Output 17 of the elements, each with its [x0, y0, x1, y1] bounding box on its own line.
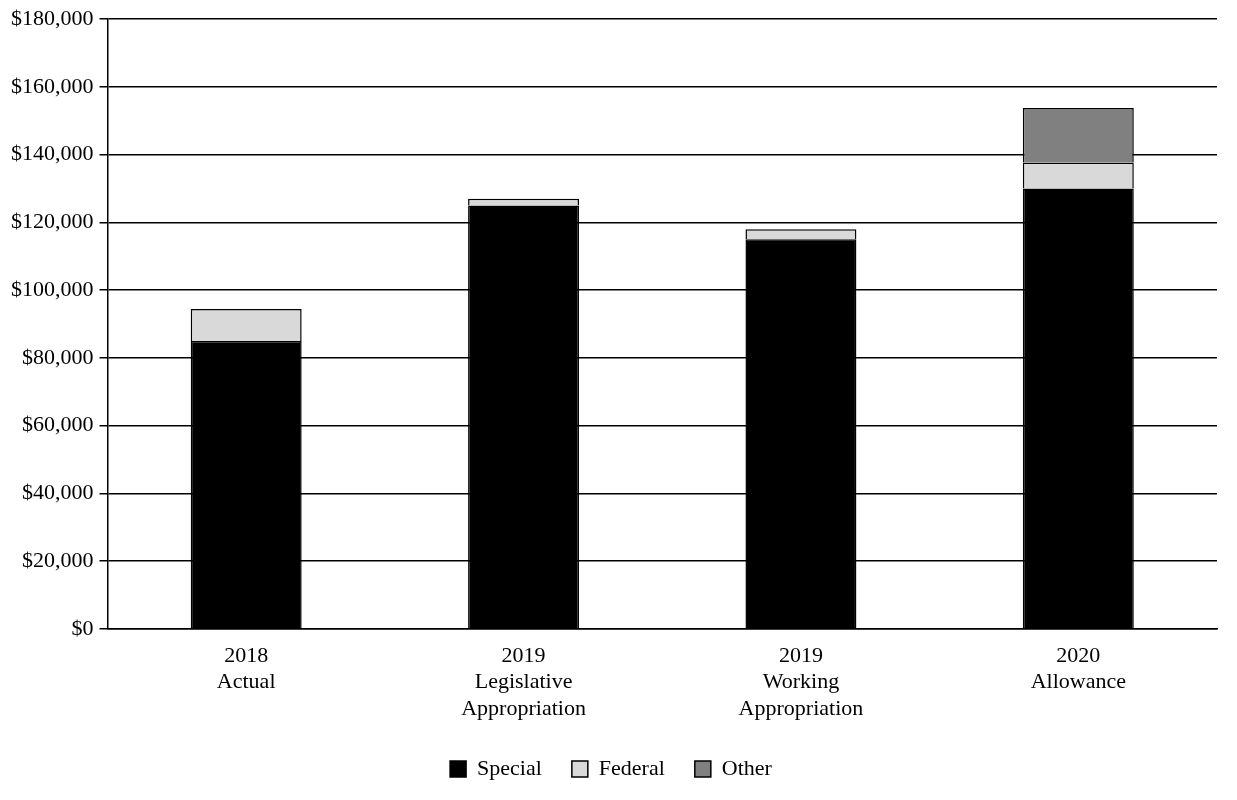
- x-tick-label: 2020 Allowance: [1030, 641, 1126, 694]
- legend-label: Federal: [598, 754, 665, 780]
- y-tick-label: $180,000: [11, 4, 94, 30]
- y-tick-label: $120,000: [11, 208, 94, 234]
- y-tick-label: $60,000: [22, 411, 94, 437]
- legend-label: Other: [721, 754, 773, 780]
- y-tick-label: $80,000: [22, 343, 94, 369]
- y-tick-label: $20,000: [22, 546, 94, 572]
- x-tick-label: 2018 Actual: [216, 641, 276, 694]
- x-tick-label: 2019 Legislative Appropriation: [461, 641, 586, 720]
- y-tick-label: $0: [71, 614, 94, 640]
- y-tick-label: $40,000: [22, 479, 94, 505]
- legend-label: Special: [477, 754, 542, 780]
- y-tick-label: $100,000: [11, 275, 94, 301]
- x-tick-label: 2019 Working Appropriation: [738, 641, 864, 720]
- y-tick-label: $160,000: [11, 72, 94, 98]
- y-tick-label: $140,000: [11, 140, 94, 166]
